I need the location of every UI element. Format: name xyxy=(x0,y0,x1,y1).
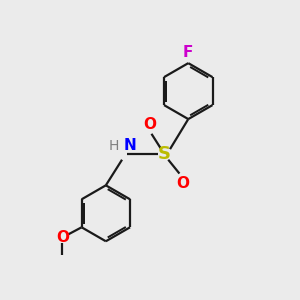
Text: O: O xyxy=(56,230,69,245)
Text: F: F xyxy=(183,45,194,60)
Text: H: H xyxy=(109,139,119,153)
Text: O: O xyxy=(143,117,157,132)
Text: N: N xyxy=(124,138,137,153)
Text: O: O xyxy=(176,176,189,191)
Text: S: S xyxy=(158,146,171,164)
